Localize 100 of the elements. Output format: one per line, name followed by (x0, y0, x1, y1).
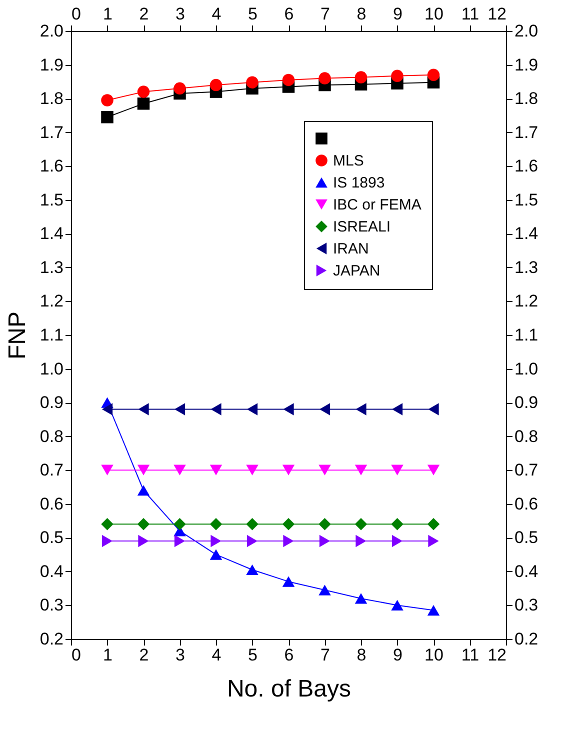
x2-tick-label: 2 (139, 4, 149, 24)
point (427, 68, 440, 82)
point (246, 534, 258, 548)
point (318, 584, 331, 596)
y-tick-label: 1.1 (40, 326, 64, 344)
y2-tick-label: 0.5 (514, 528, 538, 548)
legend-label: MLS (333, 152, 364, 170)
point (246, 464, 258, 476)
x-tick-label: 7 (320, 646, 330, 664)
x2-tick-label: 5 (248, 4, 258, 24)
point (210, 534, 222, 548)
point (101, 111, 114, 124)
point (137, 518, 150, 530)
x-tick-label: 2 (139, 646, 149, 664)
point (101, 518, 114, 530)
x-tick-label: 5 (248, 646, 258, 664)
point (174, 403, 186, 416)
point (101, 464, 114, 476)
point (174, 534, 186, 548)
x-tick-label: 8 (356, 646, 366, 664)
y2-tick-label: 1.4 (514, 224, 538, 244)
y-tick-label: 1.0 (40, 359, 64, 378)
legend-label: IRAN (333, 240, 369, 258)
y2-tick-label: 1.0 (514, 359, 538, 378)
point (427, 518, 440, 530)
point (282, 464, 295, 476)
x2-tick-label: 6 (284, 4, 294, 24)
point (283, 534, 294, 548)
point (428, 403, 439, 416)
y2-tick-label: 1.6 (514, 156, 538, 176)
y2-tick-label: 0.9 (514, 393, 538, 412)
x2-tick-label: 8 (356, 4, 366, 24)
y-tick-label: 1.4 (40, 224, 64, 244)
point (102, 403, 113, 416)
point (137, 464, 150, 476)
point (427, 604, 440, 616)
x2-tick-label: 7 (320, 4, 330, 24)
point (282, 74, 295, 86)
point (282, 518, 295, 530)
point (354, 464, 368, 476)
point (246, 76, 258, 88)
point (318, 72, 331, 84)
y2-tick-label: 1.3 (514, 258, 538, 277)
legend-label: JAPAN (333, 262, 380, 280)
y2-tick-label: 1.5 (514, 190, 538, 210)
point (246, 564, 258, 576)
y2-tick-label: 1.9 (514, 55, 538, 74)
point (391, 70, 404, 82)
x-axis-title: No. of Bays (226, 676, 352, 702)
y2-tick-label: 0.6 (514, 494, 538, 514)
point (210, 78, 222, 92)
y2-tick-label: 0.7 (514, 460, 538, 480)
x2-tick-label: 12 (488, 4, 506, 24)
y-tick-label: 0.4 (40, 562, 64, 581)
point (391, 600, 404, 611)
point (137, 98, 150, 110)
point (427, 464, 440, 476)
y-tick-label: 0.3 (40, 596, 64, 615)
point (319, 534, 330, 548)
point (392, 403, 403, 416)
point (392, 534, 403, 548)
point (318, 464, 331, 476)
point (101, 94, 114, 106)
y2-tick-label: 1.8 (514, 89, 538, 108)
y-tick-label: 0.8 (40, 426, 64, 446)
point (318, 518, 331, 530)
point (102, 534, 113, 548)
legend-label: IBC or FEMA (333, 196, 422, 214)
point (354, 593, 368, 604)
point (210, 518, 222, 530)
point (319, 403, 330, 416)
y-tick-label: 0.2 (40, 630, 64, 648)
y-tick-label: 1.2 (40, 292, 64, 311)
point (138, 534, 149, 548)
x-tick-label: 10 (424, 646, 444, 664)
x2-tick-label: 4 (212, 4, 222, 24)
point (354, 71, 368, 84)
point (174, 464, 186, 476)
x2-tick-label: 10 (424, 4, 444, 24)
y2-tick-label: 0.8 (514, 426, 538, 446)
y2-tick-label: 1.2 (514, 292, 538, 311)
point (246, 518, 258, 530)
y-tick-label: 1.3 (40, 258, 64, 277)
y-tick-label: 2.0 (40, 22, 64, 40)
x-tick-label: 0 (72, 646, 81, 664)
point (210, 464, 222, 476)
point (283, 403, 294, 416)
y-axis-title: FNP (4, 312, 31, 360)
point (391, 464, 404, 476)
legend-label: IS 1893 (333, 174, 385, 192)
y2-tick-label: 1.1 (514, 326, 538, 344)
point (391, 518, 404, 530)
y-tick-label: 1.5 (40, 190, 64, 210)
y-tick-label: 0.5 (40, 528, 64, 548)
point (137, 86, 150, 98)
y-tick-label: 0.7 (40, 460, 64, 480)
y2-tick-label: 0.2 (514, 630, 538, 648)
point (282, 576, 295, 587)
y2-tick-label: 2.0 (514, 22, 538, 40)
point (210, 549, 222, 560)
